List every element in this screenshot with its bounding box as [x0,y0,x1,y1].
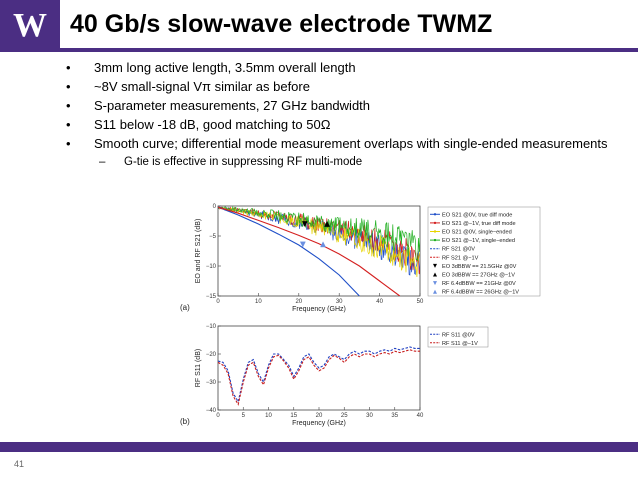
legend-swatch [433,272,437,277]
legend-label: EO 3dBBW == 27GHz @−1V [442,273,515,279]
series-line-5 [218,206,360,296]
legend-label: EO S21 @−1V, single−ended [442,238,515,244]
series-line-3 [218,206,420,278]
y-tick-label: −10 [206,264,217,270]
legend-swatch-dot [433,213,437,216]
x-tick-label: 40 [417,413,424,419]
legend-label: EO 3dBBW == 21.5GHz @0V [442,264,517,270]
x-tick-label: 15 [290,413,297,419]
x-tick-label: 10 [255,299,262,305]
legend-swatch [433,289,437,294]
bullet-item: Smooth curve; differential mode measurem… [66,135,626,153]
page-number: 41 [14,459,25,469]
y-tick-label: −40 [206,408,217,414]
panel-label: (a) [180,303,190,312]
y-tick-label: −30 [206,380,217,386]
series-line-4 [218,206,420,262]
x-axis-label: Frequency (GHz) [292,420,346,427]
chart-panel-1: 0 10 20 30 40 50 0 −5 −10 −15 Frequency (GHz) EO an… [180,204,541,313]
x-tick-label: 10 [265,413,272,419]
legend-swatch [433,281,437,286]
x-tick-label: 40 [376,299,383,305]
x-tick-label: 35 [391,413,398,419]
y-tick-label: −20 [206,352,217,358]
series-line-6 [218,206,401,296]
bullet-item: S11 below -18 dB, good matching to 50Ω [66,116,626,134]
bandwidth-marker-3 [299,241,306,248]
y-tick-label: −15 [206,294,217,300]
logo-text: W [13,7,47,44]
s-parameter-figure: 0 10 20 30 40 50 0 −5 −10 −15 Frequency (GHz) EO an… [170,198,550,439]
university-logo: W [0,0,60,52]
legend-swatch-dot [433,230,437,233]
bullet-item: ~8V small-signal Vπ similar as before [66,78,626,96]
bullet-list: 3mm long active length, 3.5mm overall le… [66,59,626,170]
bandwidth-marker-1 [301,221,308,228]
legend-swatch-dot [433,221,437,225]
slide-title: 40 Gb/s slow-wave electrode TWMZ [70,10,493,38]
bandwidth-marker-4 [320,241,326,248]
legend-swatch-dot [433,238,437,242]
bullet-item: S-parameter measurements, 27 GHz bandwid… [66,97,626,115]
y-tick-label: −10 [206,324,217,330]
legend-swatch [433,263,437,268]
x-axis-label: Frequency (GHz) [292,306,346,313]
x-tick-label: 5 [242,413,246,419]
panel-label: (b) [180,417,190,426]
x-tick-label: 0 [216,299,220,305]
series-group [218,206,420,296]
series-line-1 [218,346,420,404]
legend-label: RF S11 @0V [442,332,475,338]
series-line-2 [218,349,420,406]
chart-panel-2: 0 5 10 15 20 25 30 35 40 −10 −20 −30 −40 Frequency (G… [180,324,489,427]
legend-label: RF 6.4dBBW == 26GHz @−1V [442,290,519,296]
title-divider [0,48,638,52]
bandwidth-marker-2 [324,220,331,227]
legend-label: EO S21 @−1V, true diff mode [442,221,516,227]
legend-label: RF 6.4dBBW == 21GHz @0V [442,281,516,287]
y-tick-label: 0 [213,204,217,210]
x-tick-label: 0 [216,413,220,419]
x-tick-label: 25 [341,413,348,419]
x-tick-label: 50 [417,299,424,305]
x-tick-label: 30 [366,413,373,419]
legend: RF S11 @0V RF S11 @−1V [427,326,489,348]
y-axis-label: RF S11 (dB) [195,349,202,387]
series-group [218,346,420,406]
legend-box [427,326,489,348]
x-tick-label: 30 [336,299,343,305]
legend-label: EO S21 @0V, true diff mode [442,212,512,218]
y-axis-label: EO and RF S21 (dB) [195,219,202,284]
legend-label: RF S21 @0V [442,247,475,253]
legend: EO S21 @0V, true diff mode EO S21 @−1V, t… [427,206,541,297]
legend-label: EO S21 @0V, single−ended [442,230,512,236]
y-tick-label: −5 [209,234,217,240]
legend-label: RF S11 @−1V [442,341,478,347]
bullet-item: 3mm long active length, 3.5mm overall le… [66,59,626,77]
x-tick-label: 20 [295,299,302,305]
footer-bar [0,442,638,452]
x-tick-label: 20 [316,413,323,419]
legend-label: RF S21 @−1V [442,255,479,261]
legend-box [427,206,541,297]
sub-bullet-item: G-tie is effective in suppressing RF mul… [66,154,626,170]
